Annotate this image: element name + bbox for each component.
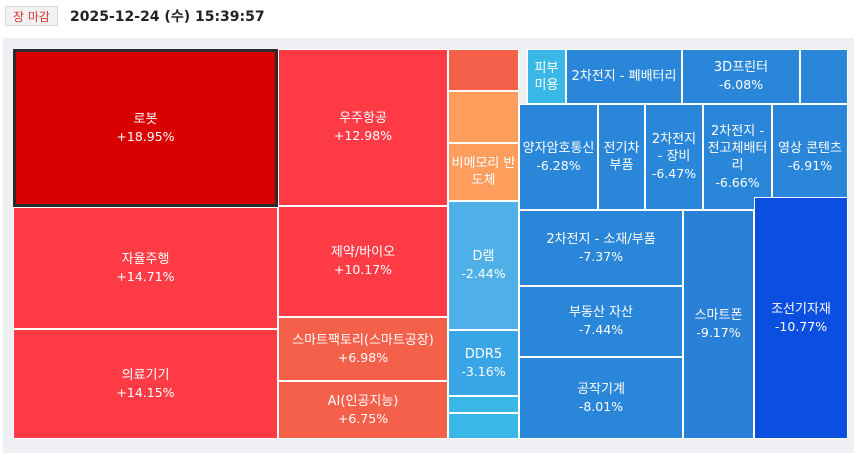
sector-name: 부동산 자산	[569, 305, 633, 320]
sector-change: -7.37%	[578, 248, 624, 264]
sector-change: +6.98%	[337, 349, 389, 365]
sector-tile[interactable]: 부동산 자산 -7.44%	[519, 286, 683, 357]
sector-name: 양자암호통신	[522, 140, 595, 156]
sector-tile[interactable]: 비메모리 반도체	[448, 143, 519, 201]
sector-name: 자율주행	[121, 251, 170, 267]
sector-tile[interactable]: 피부 미용	[527, 49, 566, 104]
sector-tile[interactable]: 영상 콘텐츠 -6.91%	[772, 104, 848, 210]
sector-change: -6.08%	[718, 77, 764, 92]
sector-name: 2차전지 - 전고체배터리	[707, 123, 768, 173]
sector-name: 공작기계	[577, 381, 625, 397]
sector-change: -3.16%	[461, 363, 506, 379]
sector-name: 2차전지 - 장비	[651, 132, 697, 164]
sector-name: 비메모리 반도체	[451, 156, 516, 188]
sector-name: 3D프린터	[713, 60, 769, 75]
sector-tile[interactable]	[448, 91, 519, 143]
sector-name: 2차전지 - 소재/부품	[546, 231, 656, 247]
sector-change: +14.15%	[116, 384, 175, 400]
sector-change: +6.75%	[337, 410, 389, 426]
sector-tile[interactable]: 3D프린터 -6.08%	[682, 49, 800, 104]
sector-tile[interactable]	[448, 413, 519, 439]
sector-tile[interactable]	[448, 49, 519, 91]
sector-tile[interactable]: 제약/바이오 +10.17%	[278, 206, 448, 317]
sector-tile[interactable]: 로봇 +18.95%	[13, 49, 278, 207]
sector-tile[interactable]: 양자암호통신 -6.28%	[519, 104, 598, 210]
sector-change: +14.71%	[116, 268, 175, 284]
sector-tile[interactable]: 2차전지 - 폐배터리	[566, 49, 682, 104]
sector-tile[interactable]: 자율주행 +14.71%	[13, 207, 278, 329]
sector-tile[interactable]: 공작기계 -8.01%	[519, 357, 683, 439]
sector-tile[interactable]	[448, 396, 519, 413]
sector-tile[interactable]: 2차전지 - 전고체배터리 -6.66%	[703, 104, 772, 210]
sector-name: 의료기기	[121, 367, 170, 383]
sector-change: -6.66%	[715, 174, 760, 190]
sector-name: 우주항공	[339, 111, 387, 126]
sector-change: +10.17%	[333, 262, 393, 277]
sector-tile[interactable]: D램 -2.44%	[448, 201, 519, 330]
sector-change: -6.28%	[536, 157, 581, 173]
sector-tile[interactable]: AI(인공지능) +6.75%	[278, 381, 448, 439]
sector-tile[interactable]: 조선기자재 -10.77%	[754, 197, 848, 439]
sector-change: +12.98%	[333, 128, 393, 143]
sector-name: 영상 콘텐츠	[778, 140, 842, 156]
sector-tile[interactable]: 전기차 부품	[598, 104, 645, 210]
sector-name: 제약/바이오	[330, 245, 396, 260]
sector-name: 2차전지 - 폐배터리	[571, 69, 677, 84]
top-bar: 장 마감 2025-12-24 (수) 15:39:57	[0, 0, 854, 36]
timestamp: 2025-12-24 (수) 15:39:57	[70, 9, 265, 25]
sector-name: 조선기자재	[771, 301, 831, 317]
sector-tile[interactable]: 2차전지 - 소재/부품 -7.37%	[519, 210, 683, 286]
sector-change: -8.01%	[578, 398, 624, 414]
market-status-badge: 장 마감	[5, 6, 58, 26]
sector-tile[interactable]: 우주항공 +12.98%	[278, 49, 448, 206]
sector-tile[interactable]: 스마트팩토리(스마트공장) +6.98%	[278, 317, 448, 381]
sector-name: 스마트폰	[694, 308, 743, 323]
sector-tile[interactable]: 2차전지 - 장비 -6.47%	[645, 104, 703, 210]
sector-change: -6.47%	[651, 166, 697, 181]
sector-change: -9.17%	[696, 325, 741, 340]
sector-name: DDR5	[464, 346, 503, 362]
sector-name: 스마트팩토리(스마트공장)	[292, 332, 434, 348]
sector-change: -6.91%	[787, 157, 833, 173]
sector-name: D램	[472, 249, 495, 264]
sector-change: -2.44%	[461, 266, 506, 281]
sector-tile[interactable]: DDR5 -3.16%	[448, 330, 519, 396]
sector-tile[interactable]: 스마트폰 -9.17%	[683, 210, 754, 439]
sector-change: -10.77%	[774, 318, 828, 334]
sector-tile[interactable]: 의료기기 +14.15%	[13, 329, 278, 439]
sector-change: +18.95%	[116, 128, 175, 144]
sector-name: 전기차 부품	[603, 141, 640, 173]
sector-name: AI(인공지능)	[327, 393, 399, 409]
sector-tile[interactable]	[800, 49, 848, 104]
sector-name: 피부 미용	[534, 60, 559, 93]
sector-change: -7.44%	[578, 322, 624, 337]
sector-name: 로봇	[133, 111, 158, 127]
